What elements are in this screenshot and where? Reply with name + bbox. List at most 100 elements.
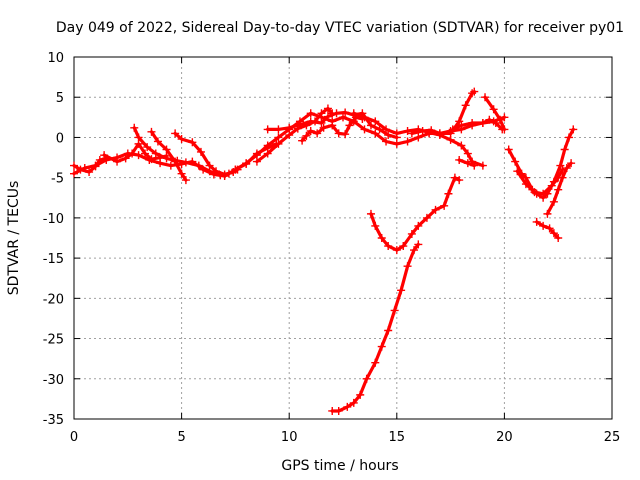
data-point [496,115,505,124]
y-tick-label: 10 [47,51,64,66]
data-point [356,390,365,399]
x-tick-label: 25 [604,430,621,445]
data-point [448,125,457,134]
data-point [306,117,315,126]
data-point [298,136,307,145]
data-point [343,402,352,411]
data-point [470,87,479,96]
data-point [263,125,272,134]
data-point [382,125,391,134]
data-point [427,126,436,135]
data-point [384,326,393,335]
data-point [399,242,408,251]
data-point [554,185,563,194]
data-point [521,180,530,189]
data-point [360,125,369,134]
data-point [181,176,190,185]
data-point [302,131,311,140]
data-point [444,189,453,198]
data-point [134,151,143,160]
data-point [410,246,419,255]
data-point [392,246,401,255]
data-point [339,113,347,122]
data-point [317,118,326,127]
y-tick-label: -35 [43,413,64,428]
data-point [362,374,371,383]
data-point [384,242,393,251]
data-point [446,129,455,138]
data-point [121,154,130,163]
data-point [328,121,337,130]
data-point [341,130,350,139]
data-point [313,129,322,138]
data-point [252,149,261,158]
data-point [403,262,412,271]
data-point [545,224,554,233]
data-point [539,189,548,198]
data-point [500,113,509,122]
data-point [457,141,466,150]
data-point [558,173,567,182]
data-point [414,133,423,142]
data-point [500,125,509,134]
x-tick-label: 0 [70,430,78,445]
data-point [231,165,240,174]
data-point [539,221,548,230]
data-point [285,131,294,140]
x-tick-label: 10 [281,430,298,445]
data-point [457,121,466,130]
data-point [560,145,569,154]
data-point [252,157,261,166]
y-tick-label: 5 [56,91,64,106]
data-point [407,229,416,238]
data-point [162,145,171,154]
data-point [242,159,251,168]
x-tick-label: 15 [389,430,406,445]
series-arc-4 [132,126,240,177]
data-point [504,145,513,154]
data-point [100,151,109,160]
data-point [463,159,472,168]
data-point [360,113,369,122]
data-point [463,149,472,158]
data-point [334,406,343,415]
data-point [141,149,150,158]
data-point [418,127,427,136]
data-point [392,129,401,138]
data-point [532,217,541,226]
y-tick-label: -10 [43,212,64,227]
data-point [113,157,122,166]
data-point [306,127,315,136]
data-point [390,306,399,315]
data-point [403,137,412,146]
data-point [384,131,393,140]
data-point [455,155,464,164]
data-point [345,121,354,130]
data-point [130,123,139,132]
data-point [543,209,552,218]
data-point [274,139,283,148]
data-point [422,213,431,222]
data-point [177,169,186,178]
data-point [334,129,343,138]
data-point [196,147,205,156]
data-point [478,161,487,170]
data-point [414,240,423,249]
data-point [481,93,490,102]
x-axis-label: GPS time / hours [281,458,398,474]
data-point [306,109,315,118]
data-point [332,109,341,118]
y-tick-label: -20 [43,292,64,307]
data-point [468,118,477,127]
data-point [530,188,539,197]
x-tick-label: 5 [177,430,185,445]
data-point [366,121,375,130]
data-point [263,149,272,158]
data-point [567,159,576,168]
data-point [371,358,380,367]
data-point [212,167,221,176]
data-point [295,120,304,129]
data-point [478,118,487,127]
data-point [317,109,326,118]
y-axis-label: SDTVAR / TECUs [6,181,22,296]
